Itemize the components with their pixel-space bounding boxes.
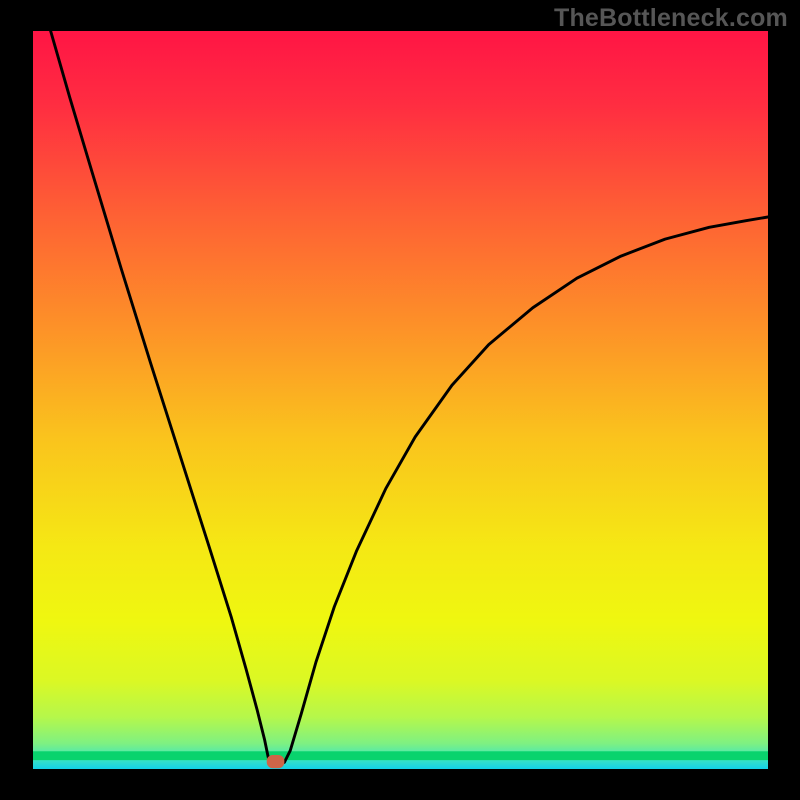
plot-area [33,31,768,769]
chart-root: TheBottleneck.com [0,0,800,800]
watermark-text: TheBottleneck.com [554,4,788,33]
